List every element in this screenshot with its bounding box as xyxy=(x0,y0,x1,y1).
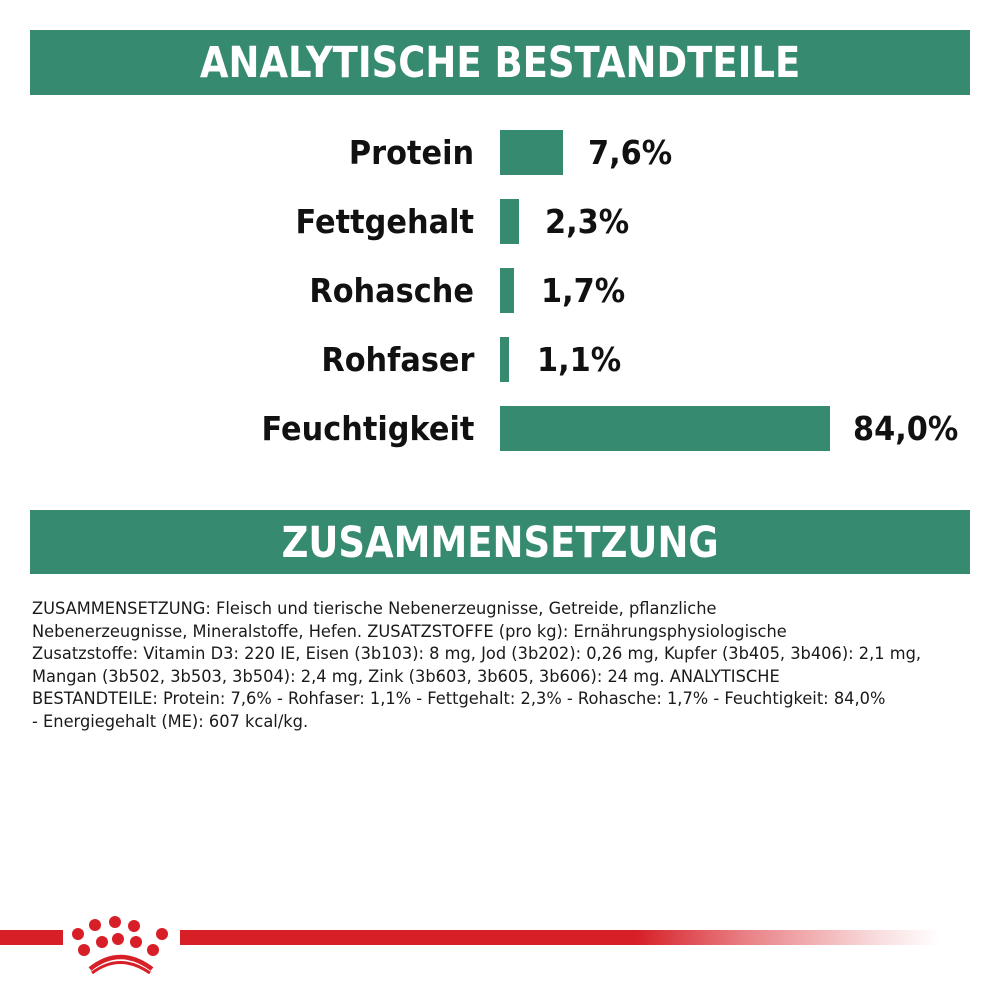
composition-title: ZUSAMMENSETZUNG xyxy=(281,518,719,568)
brand-red-line-right xyxy=(180,930,940,945)
composition-line: BESTANDTEILE: Protein: 7,6% - Rohfaser: … xyxy=(32,689,886,709)
analytical-constituents-title: ANALYTISCHE BESTANDTEILE xyxy=(199,38,801,88)
composition-line: ZUSAMMENSETZUNG: Fleisch und tierische N… xyxy=(32,599,717,619)
nutrient-label: Protein xyxy=(348,133,474,172)
nutrient-value: 2,3% xyxy=(545,202,630,241)
nutrient-bar xyxy=(500,406,830,451)
composition-line: Mangan (3b502, 3b503, 3b504): 2,4 mg, Zi… xyxy=(32,666,780,687)
composition-text: ZUSAMMENSETZUNG: Fleisch und tierische N… xyxy=(32,598,939,733)
nutrient-bar xyxy=(500,268,514,313)
composition-line: - Energiegehalt (ME): 607 kcal/kg. xyxy=(32,711,309,732)
nutrient-value: 1,1% xyxy=(537,340,622,379)
royal-canin-crown-icon xyxy=(72,916,168,974)
nutrient-label: Fettgehalt xyxy=(295,202,474,241)
nutrient-row-protein: Protein 7,6% xyxy=(0,130,1000,176)
nutrient-label: Rohfaser xyxy=(320,340,474,379)
analytical-constituents-header: ANALYTISCHE BESTANDTEILE xyxy=(30,30,970,95)
nutrient-bar xyxy=(500,337,509,382)
nutrient-label: Rohasche xyxy=(309,271,474,310)
composition-line: Zusatzstoffe: Vitamin D3: 220 IE, Eisen … xyxy=(32,644,922,664)
nutrient-bar xyxy=(500,199,519,244)
nutrient-value: 7,6% xyxy=(588,133,673,172)
brand-red-line-left xyxy=(0,930,63,945)
composition-line: Nebenerzeugnisse, Mineralstoffe, Hefen. … xyxy=(32,621,787,642)
nutrient-value: 84,0% xyxy=(853,409,959,448)
nutrient-row-feuchtigkeit: Feuchtigkeit 84,0% xyxy=(0,406,1000,452)
nutrient-value: 1,7% xyxy=(541,271,626,310)
composition-header: ZUSAMMENSETZUNG xyxy=(30,510,970,574)
nutrient-row-rohfaser: Rohfaser 1,1% xyxy=(0,337,1000,383)
nutrient-row-rohasche: Rohasche 1,7% xyxy=(0,268,1000,314)
nutrient-label: Feuchtigkeit xyxy=(261,409,474,448)
nutrient-row-fettgehalt: Fettgehalt 2,3% xyxy=(0,199,1000,245)
nutrient-bar xyxy=(500,130,563,175)
